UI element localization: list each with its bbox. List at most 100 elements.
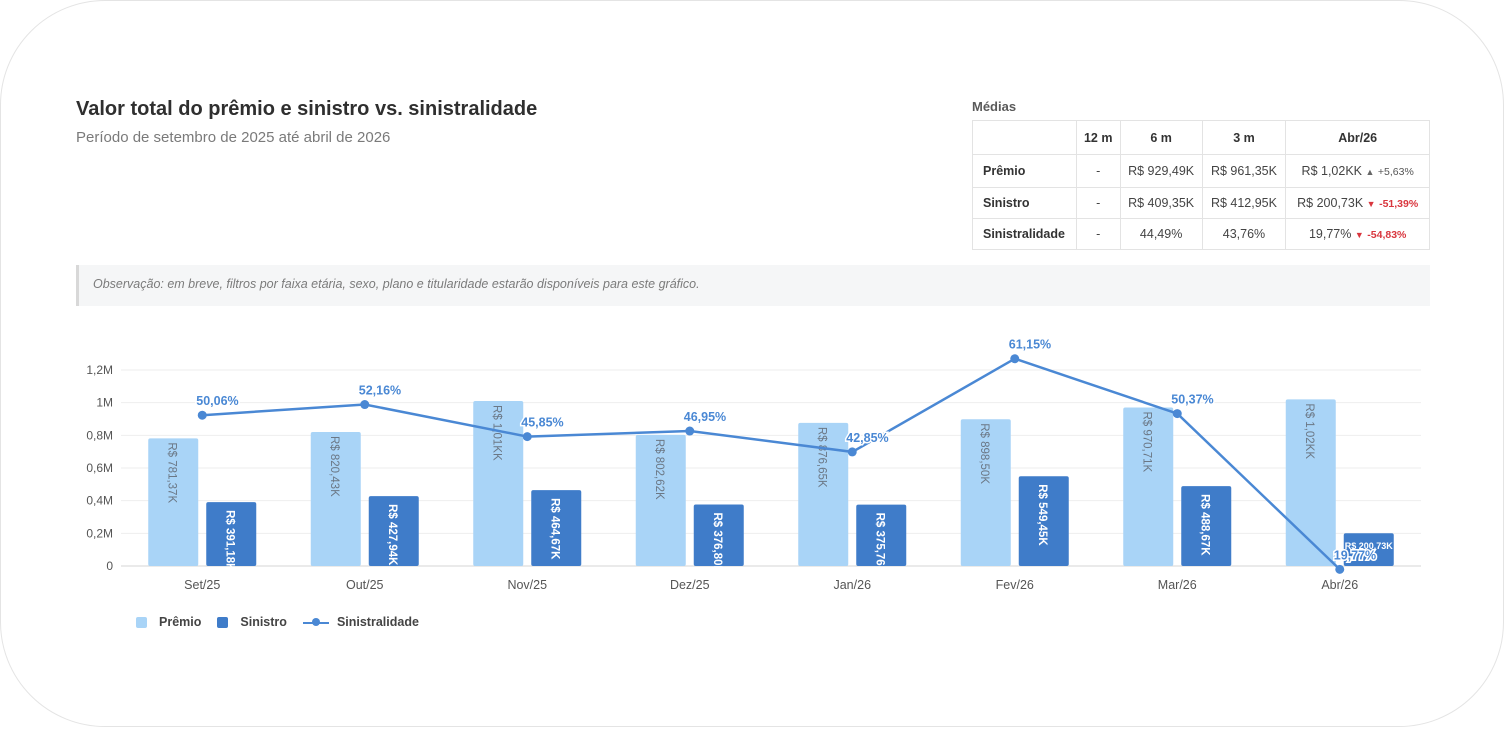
medias-table: 12 m 6 m 3 m Abr/26 Prêmio - R$ 929,49K … — [972, 120, 1430, 250]
cell-6m: 44,49% — [1119, 218, 1203, 250]
last-value: R$ 1,02KK — [1301, 164, 1363, 178]
line-point-label: 19,77% — [1334, 548, 1376, 562]
legend-swatch-premio — [136, 616, 147, 628]
cell-3m: 43,76% — [1201, 218, 1287, 250]
bar-premio — [1123, 407, 1174, 566]
bar-premio — [310, 431, 361, 566]
chart-subtitle: Período de setembro de 2025 até abril de… — [76, 129, 391, 146]
y-tick-label: 1M — [96, 396, 113, 410]
trend-down-icon: ▼ — [1366, 199, 1376, 209]
y-tick-label: 1,2M — [86, 363, 113, 377]
cell-last: 19,77% ▼ -54,83% — [1285, 218, 1430, 250]
cell-last: R$ 1,02KK ▲ +5,63% — [1285, 154, 1430, 188]
bar-label-premio: R$ 802,62K — [653, 439, 665, 500]
bar-sinistro — [531, 490, 582, 566]
legend-label: Sinistralidade — [336, 615, 419, 629]
row-label: Prêmio — [972, 154, 1077, 188]
x-tick-label: Set/25 — [184, 578, 220, 592]
line-sinistralidade — [202, 357, 1341, 571]
bar-premio — [960, 419, 1011, 566]
bar-label-sinistro: R$ 375,76K — [873, 513, 885, 575]
y-tick-label: 0,6M — [86, 461, 113, 475]
legend-line-icon — [302, 617, 329, 628]
bar-premio — [148, 438, 199, 566]
legend-label: Sinistro — [240, 615, 287, 629]
bar-label-premio: R$ 1,02KK — [1303, 403, 1315, 459]
legend-item-sinistro[interactable]: Sinistro — [217, 615, 287, 629]
bar-sinistro — [693, 504, 744, 566]
observation-note: Observação: em breve, filtros por faixa … — [76, 265, 1430, 306]
y-tick-label: 0,8M — [86, 428, 113, 442]
trend-up-icon: ▲ — [1365, 167, 1375, 177]
line-point-label: 61,15% — [1009, 338, 1051, 352]
line-point-label: 50,37% — [1171, 393, 1213, 407]
bar-sinistro — [368, 496, 419, 566]
line-point — [685, 426, 695, 436]
bar-sinistro — [1018, 476, 1069, 566]
bar-label-premio: R$ 876,65K — [815, 427, 827, 488]
medias-label: Médias — [972, 99, 1017, 114]
legend-item-sinistralidade[interactable]: Sinistralidade — [302, 615, 419, 629]
x-tick-label: Dez/25 — [670, 578, 710, 592]
delta-value: +5,63% — [1377, 166, 1414, 178]
last-value: 19,77% — [1308, 227, 1352, 241]
medias-col-header — [972, 120, 1077, 155]
line-point-label: 46,95% — [684, 410, 726, 424]
medias-header-row: 12 m 6 m 3 m Abr/26 — [972, 120, 1430, 155]
delta-value: -54,83% — [1367, 229, 1407, 241]
bar-premio — [1285, 399, 1336, 566]
legend-item-premio[interactable]: Prêmio — [136, 615, 201, 629]
line-point — [1335, 564, 1345, 574]
cell-12m: - — [1075, 187, 1121, 219]
chart-title: Valor total do prêmio e sinistro vs. sin… — [76, 98, 538, 120]
x-tick-label: Nov/25 — [507, 578, 547, 592]
bar-label-premio: R$ 970,71K — [1140, 411, 1152, 472]
x-tick-label: Jan/26 — [833, 578, 871, 592]
line-point — [360, 400, 370, 410]
y-tick-label: 0,2M — [86, 526, 113, 540]
bar-label-sinistro: R$ 549,45K — [1036, 484, 1048, 546]
line-point-label: 52,16% — [359, 384, 401, 398]
bar-label-premio: R$ 1,01KK — [490, 405, 502, 461]
bar-label-premio: R$ 898,50K — [978, 423, 990, 484]
bar-sinistro — [206, 502, 257, 566]
legend-swatch-sinistro — [217, 616, 229, 628]
bar-sinistro — [856, 504, 907, 566]
row-label: Sinistralidade — [972, 218, 1077, 250]
cell-3m: R$ 961,35K — [1201, 154, 1287, 188]
bar-label-sinistro: R$ 200,73K — [1345, 541, 1394, 551]
y-tick-label: 0,4M — [86, 494, 113, 508]
line-point — [1172, 409, 1182, 419]
bar-label-premio: R$ 781,37K — [165, 442, 177, 503]
bar-premio — [798, 422, 849, 566]
line-point — [847, 447, 857, 457]
x-tick-label: Abr/26 — [1321, 578, 1358, 592]
bar-label-premio: R$ 820,43K — [328, 436, 340, 497]
line-point-label: 50,06% — [196, 394, 238, 408]
delta-value: -51,39% — [1379, 198, 1419, 210]
legend-label: Prêmio — [159, 615, 202, 629]
bar-label-sinistro: R$ 391,18K — [223, 510, 235, 572]
line-point — [1010, 354, 1020, 364]
last-value: R$ 200,73K — [1297, 196, 1364, 210]
medias-row-sinistralidade: Sinistralidade - 44,49% 43,76% 19,77% ▼ … — [972, 218, 1430, 250]
bar-sinistro — [1343, 533, 1394, 566]
line-point — [197, 410, 207, 420]
medias-col-header: Abr/26 — [1285, 120, 1430, 155]
line-point — [522, 432, 532, 442]
y-tick-label: 0 — [106, 559, 113, 573]
line-point-label: 42,85% — [846, 431, 888, 445]
bar-label-sinistro: R$ 427,94K — [386, 504, 398, 566]
x-tick-label: Out/25 — [346, 578, 384, 592]
cell-3m: R$ 412,95K — [1201, 187, 1287, 219]
x-tick-label: Mar/26 — [1158, 578, 1197, 592]
bar-premio — [473, 401, 524, 566]
bar-sinistro — [1181, 486, 1232, 566]
bar-label-sinistro: R$ 376,80K — [711, 512, 723, 574]
bar-premio — [635, 434, 686, 566]
chart-legend: Prêmio Sinistro Sinistralidade — [136, 615, 435, 629]
cell-6m: R$ 409,35K — [1119, 187, 1203, 219]
x-tick-label: Fev/26 — [996, 578, 1034, 592]
